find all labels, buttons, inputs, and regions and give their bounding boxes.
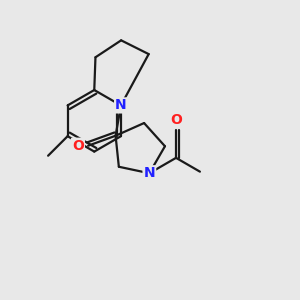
Text: N: N bbox=[115, 98, 127, 112]
Text: O: O bbox=[72, 139, 84, 153]
Text: N: N bbox=[143, 166, 155, 180]
Text: O: O bbox=[170, 113, 182, 127]
